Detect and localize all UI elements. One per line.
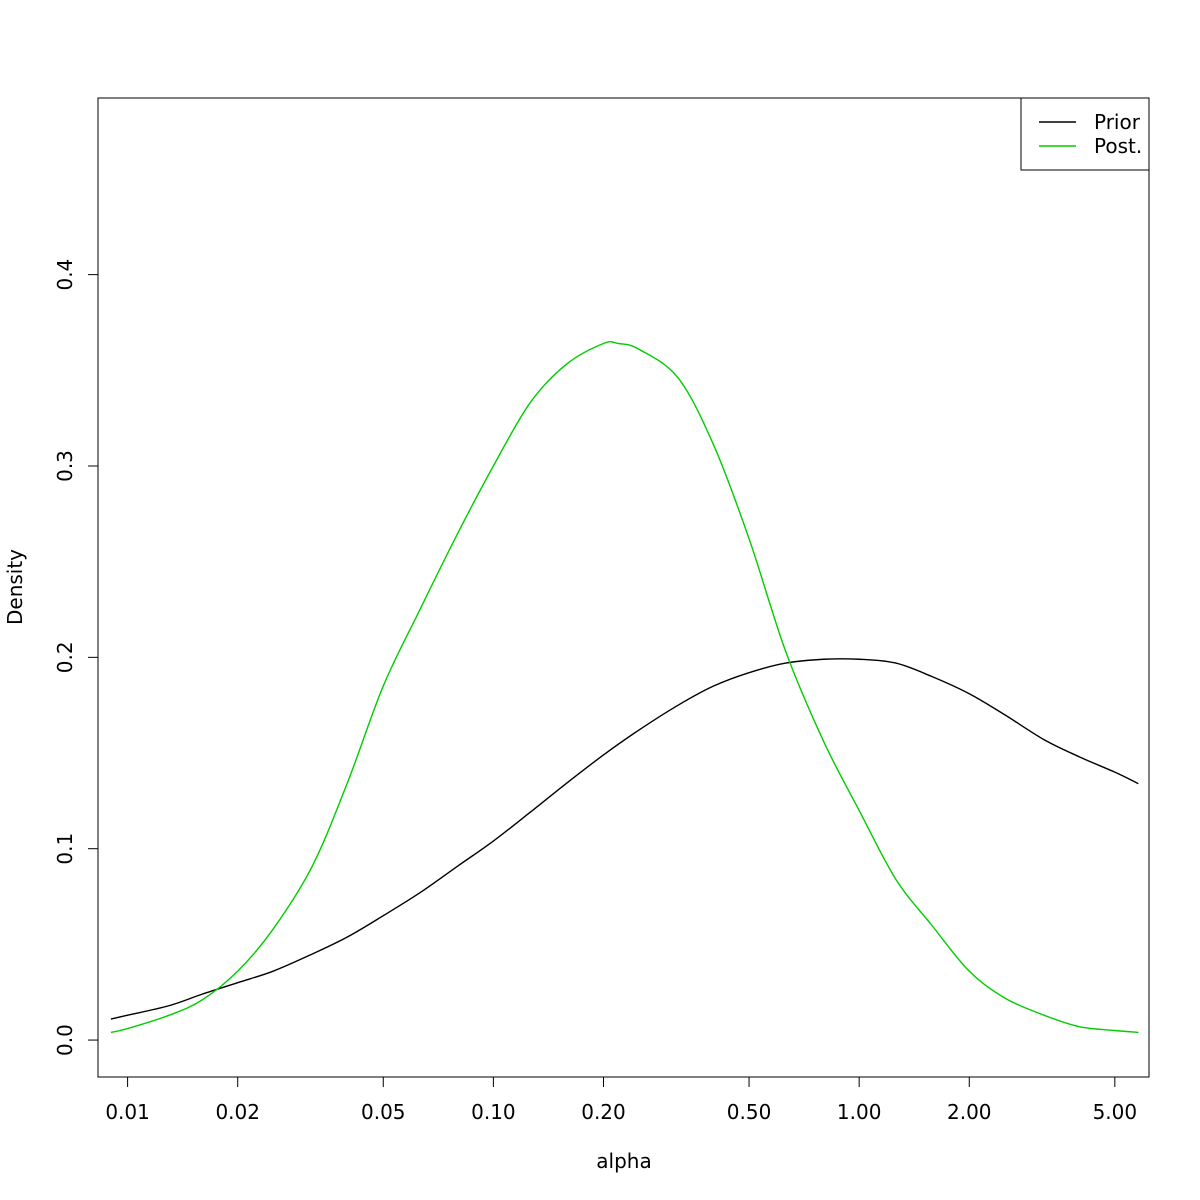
y-tick-label: 0.1 xyxy=(53,833,77,865)
y-tick-label: 0.3 xyxy=(53,450,77,482)
legend-box xyxy=(1020,97,1150,171)
y-tick-label: 0.0 xyxy=(53,1024,77,1056)
y-axis-label: Density xyxy=(3,549,27,625)
series-line-prior xyxy=(110,658,1139,1020)
x-tick-label: 2.00 xyxy=(947,1100,992,1124)
x-tick-label: 0.20 xyxy=(581,1100,626,1124)
x-axis: 0.01 0.02 0.05 0.10 0.20 0.50 1.00 2.00 5.00 xyxy=(105,1076,1138,1124)
x-tick-label: 5.00 xyxy=(1093,1100,1138,1124)
x-tick-label: 0.50 xyxy=(727,1100,772,1124)
x-tick-label: 1.00 xyxy=(837,1100,882,1124)
x-tick-label: 0.05 xyxy=(361,1100,406,1124)
series-line-post xyxy=(110,341,1139,1034)
legend-label: Post. xyxy=(1094,134,1142,158)
x-tick-label: 0.01 xyxy=(105,1100,150,1124)
x-axis-label: alpha xyxy=(596,1149,651,1173)
x-tick-label: 0.10 xyxy=(471,1100,516,1124)
series-layer xyxy=(110,341,1139,1034)
y-tick-label: 0.4 xyxy=(53,259,77,291)
x-tick-label: 0.02 xyxy=(215,1100,260,1124)
legend-label: Prior xyxy=(1094,110,1141,134)
y-tick-label: 0.2 xyxy=(53,641,77,673)
y-axis: 0.0 0.1 0.2 0.3 0.4 xyxy=(53,259,99,1056)
